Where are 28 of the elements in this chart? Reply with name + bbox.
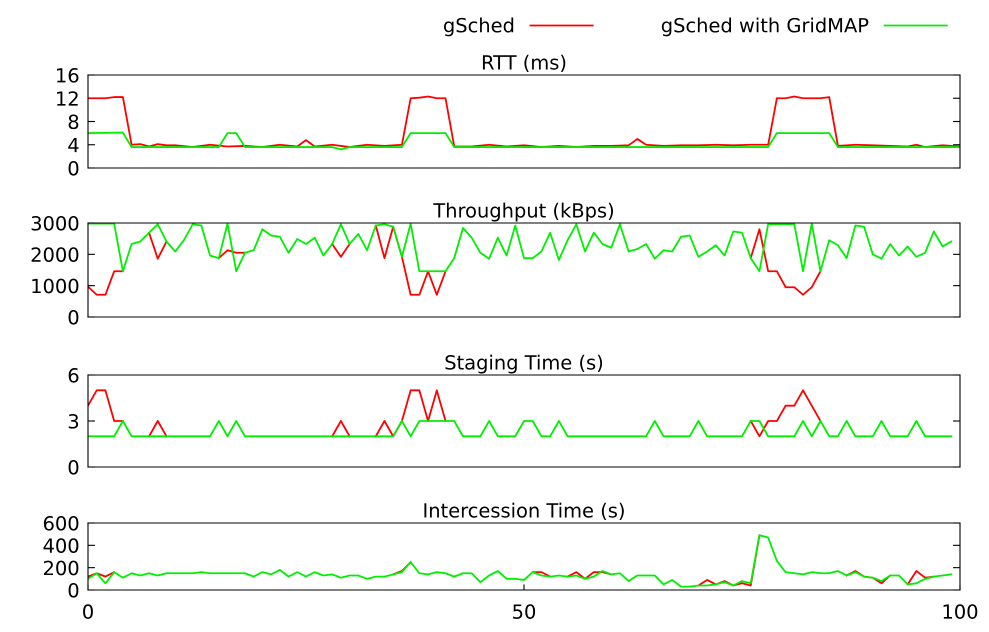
y-tick-label: 600	[44, 516, 78, 531]
x-tick-label: 100	[944, 604, 978, 619]
y-tick-label: 0	[68, 582, 78, 598]
line-series	[88, 132, 960, 150]
y-tick-label: 6	[68, 368, 78, 383]
x-tick-label: 0	[83, 604, 93, 619]
y-tick-label: 200	[44, 560, 78, 576]
y-tick-label: 0	[68, 160, 78, 176]
legend-label: gSched with GridMAP	[662, 18, 868, 36]
x-tick-label: 50	[513, 604, 536, 619]
chart-title: Intercession Time (s)	[424, 502, 624, 520]
line-series	[88, 223, 952, 272]
line-series	[88, 96, 960, 148]
y-tick-label: 0	[68, 460, 78, 475]
y-tick-label: 400	[44, 538, 78, 553]
legend-label: gSched	[444, 18, 514, 36]
y-tick-label: 0	[68, 310, 78, 325]
y-tick-label: 8	[68, 114, 78, 130]
chart-title: RTT (ms)	[482, 54, 566, 72]
y-tick-label: 1000	[32, 278, 78, 294]
y-tick-label: 3000	[32, 216, 78, 231]
y-tick-label: 2000	[32, 247, 78, 262]
chart-title: Throughput (kBps)	[433, 202, 614, 222]
y-tick-label: 4	[68, 138, 79, 152]
chart-title: Staging Time (s)	[446, 354, 602, 374]
y-tick-label: 3	[68, 414, 78, 429]
y-tick-label: 12	[57, 91, 78, 106]
y-tick-label: 16	[57, 68, 78, 83]
